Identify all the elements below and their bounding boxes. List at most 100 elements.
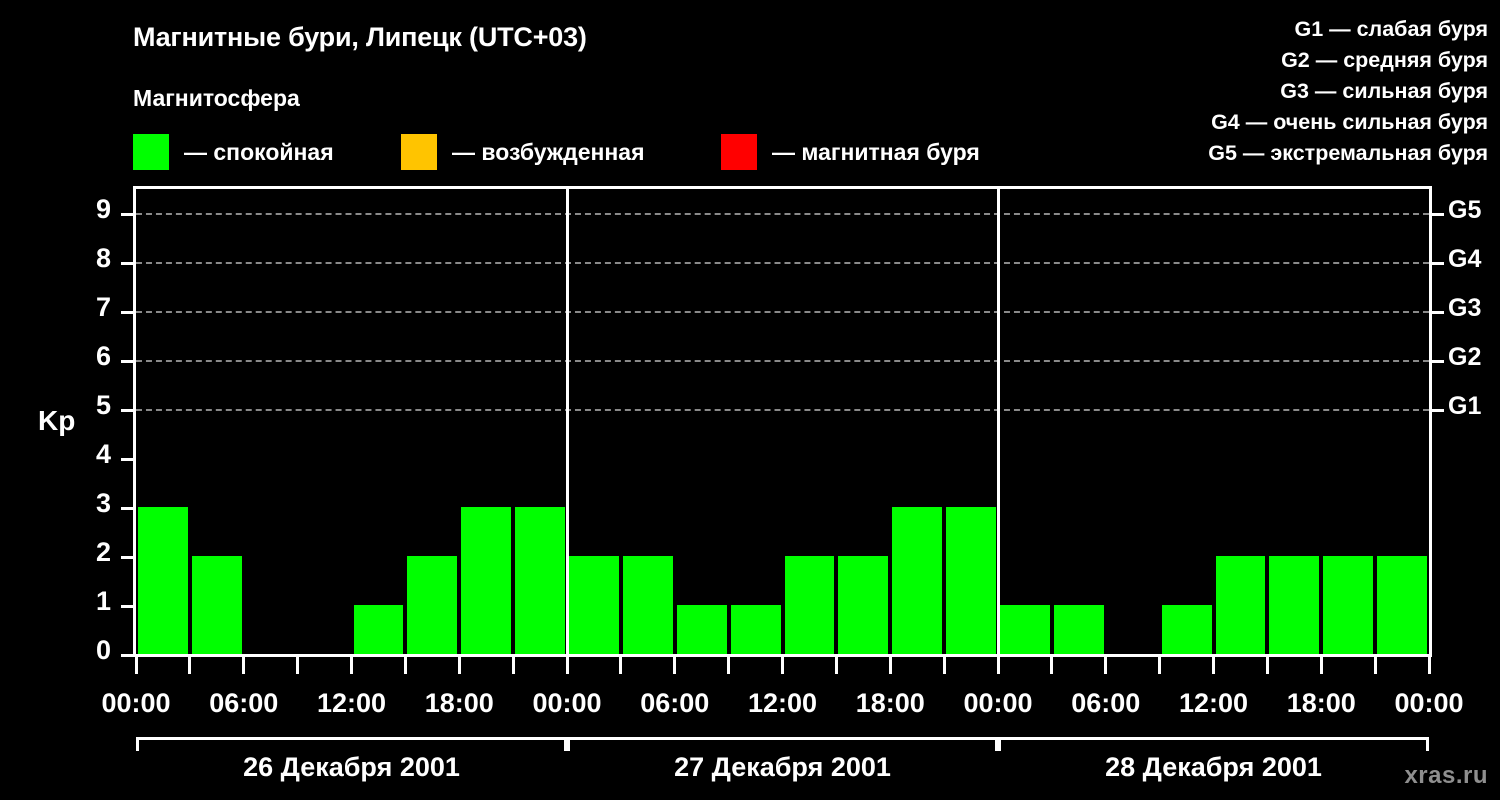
- y-tick-label: 8: [95, 243, 111, 274]
- bar-slot[interactable]: [890, 189, 944, 654]
- y-tick-label: 6: [95, 341, 111, 372]
- x-tick-label: 00:00: [963, 688, 1033, 718]
- bar-slot[interactable]: [783, 189, 837, 654]
- bar[interactable]: [892, 507, 943, 654]
- gridline: [136, 311, 1429, 314]
- x-tick-mark: [350, 657, 353, 674]
- y-tick-label: 2: [95, 537, 111, 568]
- day-separator: [565, 189, 569, 654]
- day-label: 27 Декабря 2001: [674, 752, 891, 782]
- x-tick-mark: [834, 657, 838, 674]
- bar[interactable]: [191, 556, 242, 654]
- bar[interactable]: [1161, 605, 1212, 654]
- bar-slot[interactable]: [729, 189, 783, 654]
- bar[interactable]: [569, 556, 619, 654]
- bar[interactable]: [1269, 556, 1320, 654]
- bar[interactable]: [622, 556, 673, 654]
- g-tick-mark: [1432, 262, 1444, 266]
- legend-label-storm: — магнитная буря: [772, 138, 980, 165]
- g-scale-legend: G1 — слабая буря G2 — средняя буря G3 — …: [1068, 14, 1488, 169]
- bar-slot[interactable]: [1052, 189, 1106, 654]
- bar-slot[interactable]: [190, 189, 244, 654]
- bar-slot[interactable]: [944, 189, 998, 654]
- y-tick-mark: [121, 556, 133, 560]
- bar[interactable]: [353, 605, 404, 654]
- bar-slot[interactable]: [405, 189, 459, 654]
- x-tick-mark: [1158, 657, 1162, 674]
- g-scale-row-g2: G2 — средняя буря: [1281, 48, 1488, 72]
- bar-series: [136, 189, 1429, 654]
- legend-label-unsettled: — возбужденная: [452, 138, 645, 165]
- bar-slot[interactable]: [459, 189, 513, 654]
- y-tick-mark: [121, 360, 133, 364]
- bar[interactable]: [1053, 605, 1104, 654]
- y-tick-label: 1: [95, 586, 111, 617]
- g-tick-label-g3: G3: [1448, 294, 1482, 323]
- bar[interactable]: [1000, 605, 1050, 654]
- y-tick-mark: [121, 213, 133, 217]
- day-bracket: [998, 737, 1429, 751]
- g-tick-label-g2: G2: [1448, 343, 1482, 372]
- bar-slot[interactable]: [136, 189, 190, 654]
- bar-slot[interactable]: [1267, 189, 1321, 654]
- legend-swatch-calm-icon: [133, 134, 169, 170]
- bar-slot[interactable]: [621, 189, 675, 654]
- bar-slot[interactable]: [1106, 189, 1160, 654]
- bar[interactable]: [676, 605, 727, 654]
- bar-slot[interactable]: [1160, 189, 1214, 654]
- bar-slot[interactable]: [244, 189, 298, 654]
- g-tick-label-g5: G5: [1448, 196, 1482, 225]
- bar-slot[interactable]: [675, 189, 729, 654]
- gridline: [136, 360, 1429, 363]
- watermark: xras.ru: [1404, 762, 1488, 789]
- gridline: [136, 213, 1429, 216]
- bar-slot[interactable]: [1321, 189, 1375, 654]
- bar-slot[interactable]: [1375, 189, 1429, 654]
- x-tick-label: 18:00: [424, 688, 494, 718]
- x-tick-mark: [1373, 657, 1377, 674]
- bar[interactable]: [407, 556, 458, 654]
- bar[interactable]: [730, 605, 781, 654]
- bar[interactable]: [1323, 556, 1374, 654]
- y-tick-mark: [121, 458, 133, 462]
- gridline: [136, 262, 1429, 265]
- gridline: [136, 409, 1429, 412]
- bar-slot[interactable]: [298, 189, 352, 654]
- x-tick-label: 18:00: [855, 688, 925, 718]
- bar[interactable]: [461, 507, 512, 654]
- x-tick-label: 12:00: [316, 688, 387, 718]
- bar-slot[interactable]: [567, 189, 621, 654]
- y-tick-label: 3: [95, 488, 111, 519]
- bar-slot[interactable]: [836, 189, 890, 654]
- x-tick-mark: [242, 657, 246, 674]
- y-tick-mark: [121, 311, 133, 315]
- x-tick-label: 00:00: [101, 688, 171, 718]
- y-tick-mark: [121, 507, 133, 511]
- bar[interactable]: [946, 507, 996, 654]
- y-tick-label: 4: [95, 439, 111, 470]
- bar[interactable]: [1377, 556, 1427, 654]
- g-scale-row-g1: G1 — слабая буря: [1294, 17, 1488, 41]
- bar-slot[interactable]: [998, 189, 1052, 654]
- bar[interactable]: [515, 507, 565, 654]
- bar[interactable]: [138, 507, 188, 654]
- bar-slot[interactable]: [513, 189, 567, 654]
- x-tick-mark: [1427, 657, 1431, 674]
- y-tick-label: 5: [95, 390, 111, 421]
- bar[interactable]: [838, 556, 889, 654]
- y-tick-label: 7: [95, 292, 111, 323]
- x-tick-label: 12:00: [1178, 688, 1249, 718]
- x-tick-mark: [888, 657, 892, 674]
- bar[interactable]: [1215, 556, 1266, 654]
- bar[interactable]: [784, 556, 835, 654]
- day-bracket: [136, 737, 567, 751]
- y-tick-label: 9: [95, 194, 111, 225]
- x-tick-mark: [1050, 657, 1054, 674]
- x-tick-mark: [673, 657, 677, 674]
- bar-slot[interactable]: [1214, 189, 1268, 654]
- x-tick-mark: [942, 657, 946, 674]
- bar-slot[interactable]: [352, 189, 406, 654]
- g-scale-row-g5: G5 — экстремальная буря: [1208, 141, 1488, 165]
- x-tick-mark: [457, 657, 461, 674]
